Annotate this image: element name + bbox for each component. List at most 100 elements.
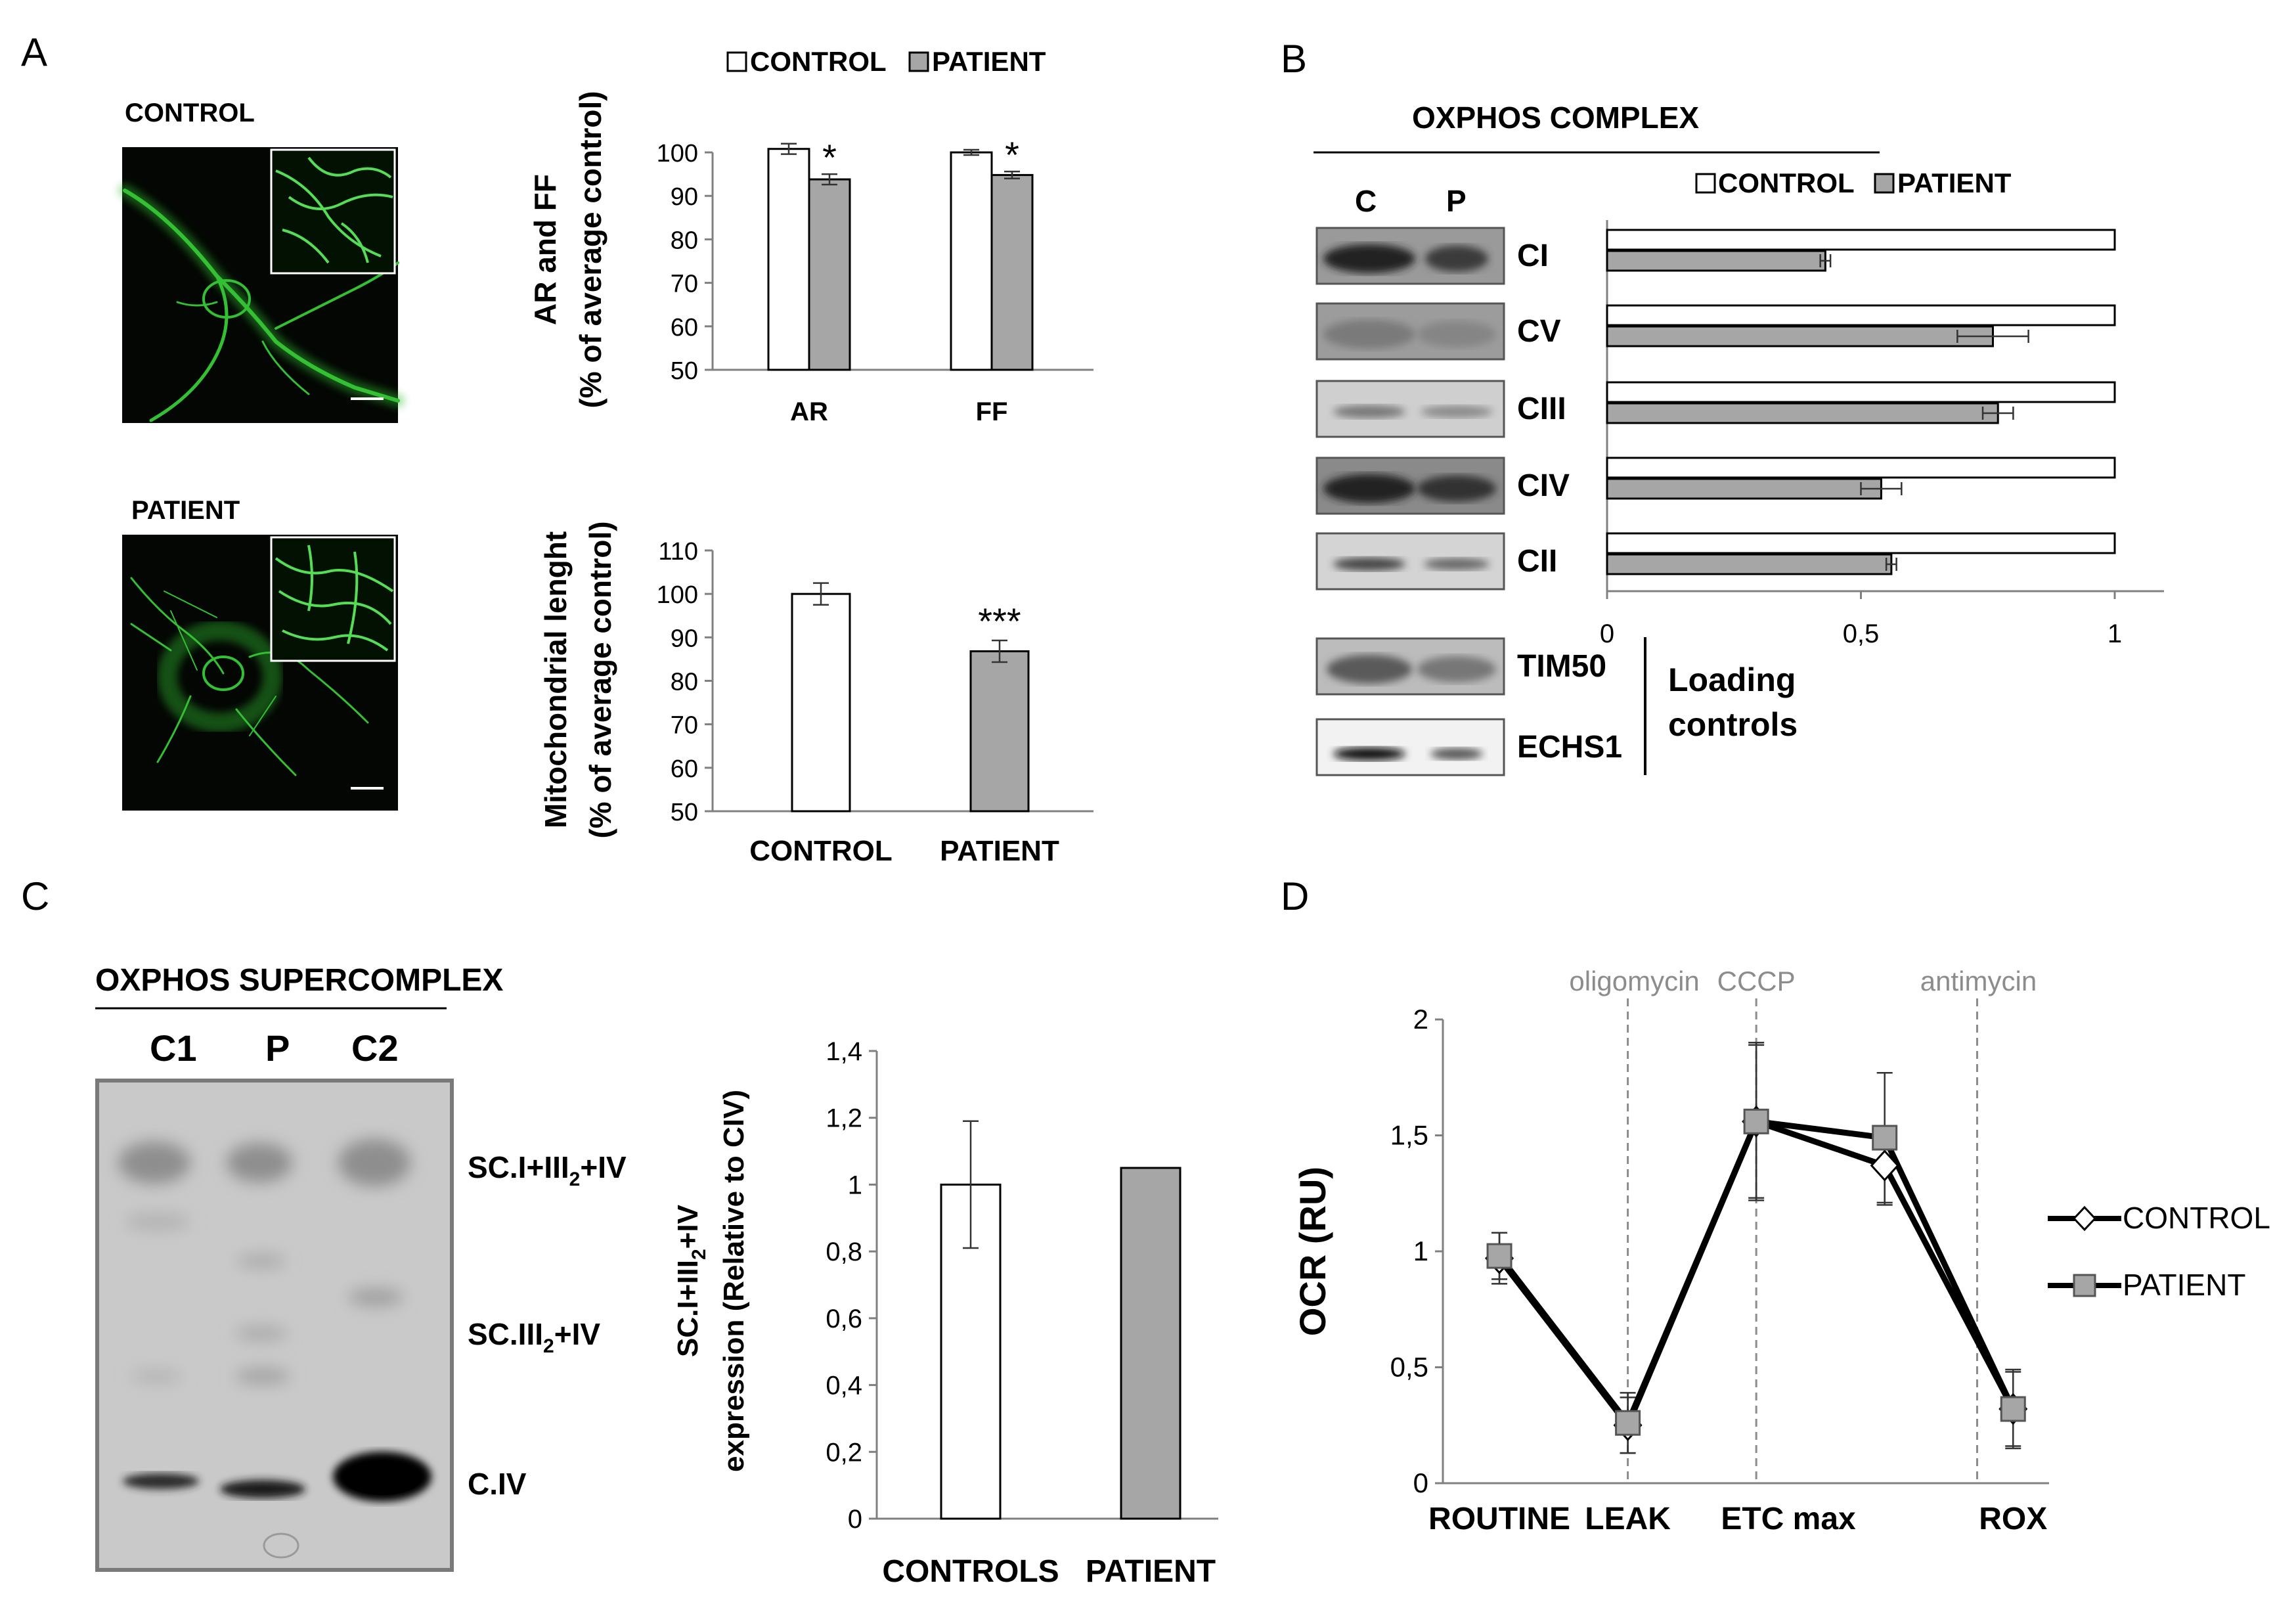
blot-label: CIV	[1517, 468, 1570, 503]
x-category-label: ROX	[1979, 1502, 2047, 1536]
data-point-control	[1870, 1150, 1899, 1182]
gel-band-label-sc2: SC.III2+IV	[468, 1317, 600, 1357]
bar-control	[1606, 229, 2116, 251]
data-point-patient	[1486, 1243, 1512, 1269]
bar-control	[1606, 304, 2116, 326]
blot-band-patient	[1421, 405, 1493, 418]
y-tick-label: 0	[1413, 1467, 1428, 1498]
chart-a-bottom: 50 60 70 80 90 100 110 CONTROL *** PATIENT Mitocho…	[539, 521, 1093, 867]
legend-label-control: CONTROL	[1718, 168, 1855, 198]
bar	[950, 151, 993, 371]
x-category-label: ROUTINE	[1428, 1502, 1570, 1536]
y-tick-label: 90	[671, 625, 698, 652]
y-axis-title: SC.I+III2+IV	[672, 1204, 710, 1357]
blot-label: TIM50	[1517, 649, 1606, 684]
blot-band-patient	[1417, 656, 1496, 682]
blot-band-control	[1333, 405, 1405, 418]
gel-image	[95, 1079, 454, 1572]
x-tick-label: 1	[2108, 619, 2122, 648]
loading-controls-label-2: controls	[1668, 706, 1798, 743]
legend-label-patient: PATIENT	[1897, 168, 2012, 198]
y-tick-label: 100	[657, 581, 698, 609]
x-category-label: AR	[790, 397, 828, 426]
gel-band-label-civ: C.IV	[468, 1467, 527, 1501]
blot-band-patient	[1417, 475, 1496, 502]
y-tick-label: 60	[671, 755, 698, 783]
data-point-patient	[1615, 1410, 1641, 1436]
chart-a-top: 50 60 70 80 90 100 * AR * FF CONTROL PATIENT AR and …	[528, 46, 1093, 426]
lane-label-p: P	[1446, 184, 1467, 218]
blot-label: ECHS1	[1517, 730, 1622, 765]
bar-control	[1606, 381, 2116, 403]
legend-swatch-patient	[1874, 173, 1895, 194]
data-point-patient	[1743, 1108, 1769, 1134]
panel-b-title: OXPHOS COMPLEX	[1412, 100, 1699, 135]
panel-b-blots: CI CV CIII CIV CII TIM50 ECHS1	[1315, 227, 1622, 776]
vline-label: CCCP	[1717, 966, 1796, 996]
blot-band-control	[1323, 244, 1415, 273]
legend-swatch-control	[1695, 173, 1716, 194]
y-axis-title: Mitochondrial lenght	[539, 531, 573, 828]
blot-label: CV	[1517, 314, 1561, 349]
y-tick-label: 50	[671, 799, 698, 826]
y-tick-label: 1,2	[826, 1104, 862, 1133]
y-tick-label: 80	[671, 669, 698, 696]
legend-label-patient: PATIENT	[932, 46, 1046, 77]
y-axis-title-part: +IV	[672, 1204, 704, 1249]
bar-patient	[1606, 402, 1999, 424]
y-tick-label: 0,6	[826, 1305, 862, 1333]
micro-control-label: CONTROL	[125, 99, 255, 127]
legend-label-patient: PATIENT	[2123, 1268, 2245, 1302]
x-category-label: LEAK	[1585, 1502, 1671, 1536]
bar-patient	[1606, 553, 1893, 575]
vline-label: antimycin	[1920, 966, 2037, 996]
gel-lane-c2: C2	[351, 1027, 399, 1069]
chart-c: 0 0,2 0,4 0,6 0,8 1 1,2 1,4 CONTROLS PATIENT SC.I+…	[672, 1037, 1218, 1589]
significance-star: *	[1005, 134, 1019, 175]
data-point-patient	[1872, 1125, 1898, 1151]
panel-letter-a: A	[21, 30, 47, 74]
bar	[1120, 1167, 1181, 1520]
loading-controls-label-1: Loading	[1668, 661, 1796, 698]
y-tick-label: 1,4	[826, 1037, 862, 1066]
y-axis-title: OCR (RU)	[1292, 1167, 1333, 1336]
x-category-label: PATIENT	[940, 835, 1059, 867]
y-tick-label: 0	[848, 1505, 862, 1534]
panel-letter-d: D	[1281, 874, 1309, 918]
blot-band-control	[1323, 474, 1415, 503]
blot-label: CIII	[1517, 391, 1566, 426]
significance-star: *	[822, 137, 837, 178]
panel-letter-c: C	[21, 874, 49, 918]
y-axis-title: AR and FF	[528, 174, 562, 325]
data-point-patient	[2000, 1396, 2026, 1422]
y-tick-label: 110	[658, 538, 698, 566]
lane-label-c: C	[1355, 184, 1377, 218]
legend-label-control: CONTROL	[750, 46, 887, 77]
legend-label-control: CONTROL	[2123, 1201, 2270, 1235]
y-axis-title-part: SC.I+III	[672, 1260, 704, 1357]
y-tick-label: 1	[848, 1171, 862, 1199]
legend-swatch-control	[726, 51, 747, 72]
y-tick-label: 2	[1413, 1004, 1428, 1035]
gel-lane-p: P	[265, 1027, 290, 1069]
bar	[767, 148, 810, 371]
blot-strip	[1315, 718, 1505, 776]
x-category-label: PATIENT	[1086, 1554, 1216, 1589]
blot-label: CI	[1517, 238, 1549, 273]
blot-band-control	[1333, 557, 1405, 571]
y-tick-label: 60	[671, 314, 698, 342]
y-tick-label: 0,2	[826, 1438, 862, 1467]
blot-band-control	[1333, 747, 1405, 761]
bar	[969, 650, 1030, 813]
y-tick-label: 80	[671, 227, 698, 254]
x-category-label: FF	[976, 397, 1008, 426]
y-axis-title-2: (% of average control)	[583, 521, 617, 838]
y-tick-label: 90	[671, 183, 698, 211]
x-tick-label: 0	[1600, 619, 1614, 648]
y-tick-label: 0,8	[826, 1238, 862, 1266]
micro-patient-label: PATIENT	[131, 496, 240, 525]
x-category-label: CONTROL	[749, 835, 893, 867]
blot-band-control	[1327, 654, 1412, 684]
significance-star: ***	[978, 600, 1021, 642]
legend-marker-patient	[2073, 1274, 2096, 1297]
